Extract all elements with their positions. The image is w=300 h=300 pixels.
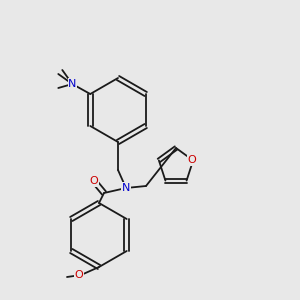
Text: N: N [122, 183, 130, 193]
Text: O: O [188, 155, 197, 165]
Text: N: N [68, 79, 76, 89]
Text: O: O [90, 176, 98, 186]
Text: O: O [75, 270, 83, 280]
